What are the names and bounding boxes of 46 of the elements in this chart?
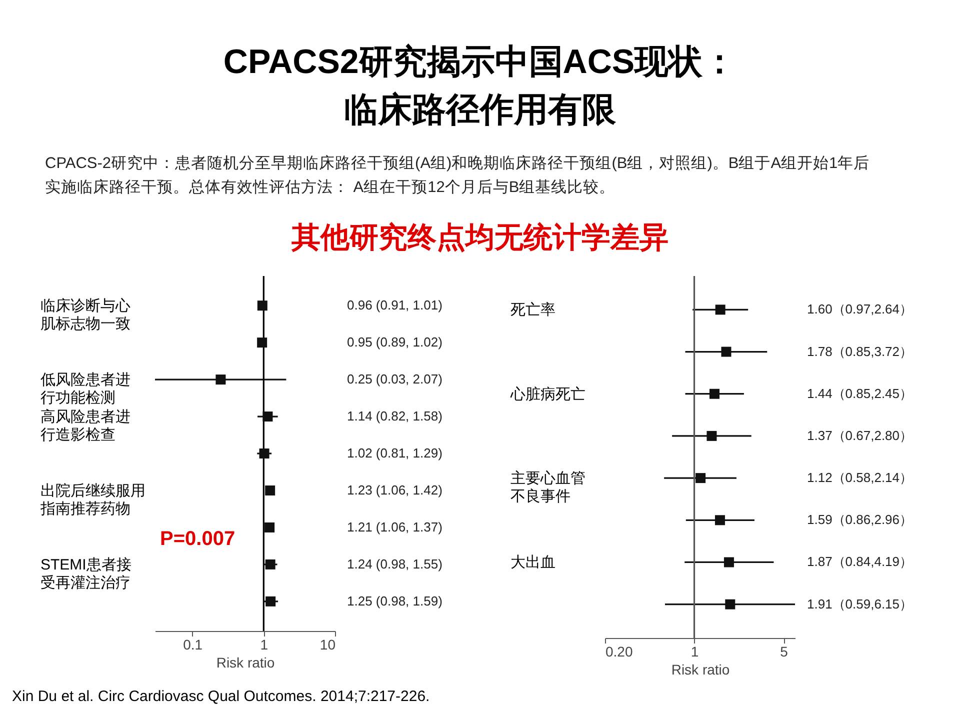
- y-tick-label: 大出血: [510, 554, 556, 572]
- data-label: 1.60（0.97,2.64）: [807, 302, 913, 317]
- point: [721, 346, 732, 357]
- point: [724, 557, 734, 568]
- y-tick-label: 高风险患者进行造影检查: [40, 408, 130, 444]
- x-tick-label: 5: [780, 644, 788, 660]
- data-label: 1.25 (0.98, 1.59): [347, 593, 442, 608]
- y-tick-label: 心脏病死亡: [510, 386, 586, 403]
- data-label: 1.37（0.67,2.80）: [807, 428, 913, 443]
- point: [725, 599, 736, 610]
- data-label: 1.78（0.85,3.72）: [807, 344, 913, 359]
- x-tick-label: 0.20: [606, 644, 633, 660]
- data-label: 1.44（0.85,2.45）: [807, 386, 913, 401]
- text: Xin Du et al. Circ Cardiovasc Qual Outcomes. 2014;7:217-226.: [12, 688, 430, 705]
- data-label: 0.95 (0.89, 1.02): [347, 334, 442, 350]
- x-tick-label: 1: [690, 644, 699, 660]
- data-label: 1.02 (0.81, 1.29): [347, 446, 442, 460]
- data-label: 1.21 (1.06, 1.37): [347, 519, 442, 534]
- data-label: 1.23 (1.06, 1.42): [347, 482, 442, 498]
- data-label: 1.91（0.59,6.15）: [807, 596, 913, 612]
- point: [715, 304, 726, 315]
- annotation: P=0.007: [160, 528, 236, 551]
- y-tick-label: 低风险患者进行功能检测: [40, 372, 130, 407]
- data-label: 1.59（0.86,2.96）: [807, 512, 913, 528]
- point: [709, 388, 720, 399]
- data-label: 0.96 (0.91, 1.01): [347, 298, 442, 313]
- x-tick-label: 10: [320, 636, 336, 652]
- data-label: 0.25 (0.03, 2.07): [347, 372, 442, 387]
- y-tick-label: 死亡率: [510, 302, 556, 319]
- x-axis-title: Risk ratio: [671, 662, 730, 678]
- y-tick-label: 出院后继续服用指南推荐药物: [40, 482, 146, 518]
- data-label: 1.14 (0.82, 1.58): [347, 408, 442, 424]
- text: CPACS-2研究中：患者随机分至早期临床路径干预组(A组)和晚期临床路径干预组(B组，对照组)。B组于A组开始1年后实施临床路径干预。总体有效性评估方法： A组在干预12个月后与B组基线比较。: [45, 154, 871, 198]
- y-tick-label: 主要心血管不良事件: [510, 470, 586, 506]
- data-label: 1.87（0.84,4.19）: [807, 554, 913, 570]
- text: CPACS2研究揭示中国ACS现状：临床路径作用有限: [222, 42, 738, 131]
- text: 其他研究终点均无统计学差异: [290, 221, 670, 256]
- y-tick-label: 临床诊断与心肌标志物一致: [40, 298, 130, 333]
- y-tick-label: STEMI患者接受再灌注治疗: [40, 556, 132, 592]
- point: [714, 515, 725, 526]
- point: [706, 430, 717, 441]
- x-tick-label: 1: [260, 636, 268, 652]
- data-label: 1.12（0.58,2.14）: [807, 470, 913, 486]
- x-axis-title: Risk ratio: [216, 654, 275, 670]
- data-label: 1.24 (0.98, 1.55): [347, 556, 442, 572]
- x-tick-label: 0.1: [183, 636, 203, 652]
